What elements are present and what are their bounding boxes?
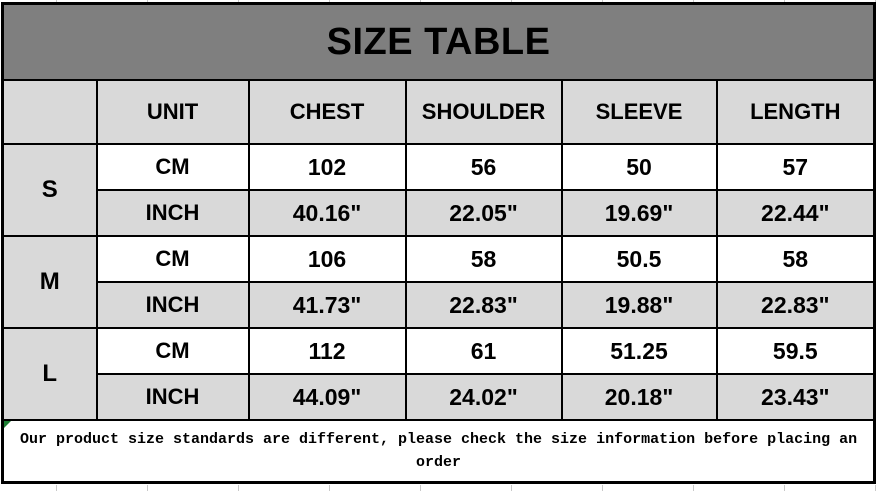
value-cell: 50 [560,143,718,191]
table-row-l-cm: L CM 112 61 51.25 59.5 [1,327,876,421]
table-row-s-cm: S CM 102 56 50 57 [1,143,876,237]
value-cell: 19.69" [560,189,718,237]
value-cell: 20.18" [560,373,718,421]
value-cell: 58 [404,235,563,283]
unit-cell: CM [95,327,250,375]
page-title: SIZE TABLE [1,2,876,81]
value-cell: 44.09" [247,373,407,421]
value-cell: 23.43" [715,373,876,421]
unit-cell: CM [95,143,250,191]
spreadsheet-gridline-stubs-top [0,0,878,2]
table-row-s-inch: INCH 40.16" 22.05" 19.69" 22.44" [3,189,876,237]
value-cell: 22.05" [404,189,563,237]
value-cell: 22.83" [404,281,563,329]
footer-note-text: Our product size standards are different… [19,430,858,471]
value-cell: 40.16" [247,189,407,237]
footer-note-row: Our product size standards are different… [1,419,876,484]
unit-cell: INCH [95,189,250,237]
column-header-shoulder: SHOULDER [404,79,563,145]
table-row-m-inch: INCH 41.73" 22.83" 19.88" 22.83" [3,281,876,329]
value-cell: 51.25 [560,327,718,375]
size-label-m: M [1,235,98,329]
value-cell: 24.02" [404,373,563,421]
column-header-chest: CHEST [247,79,407,145]
table-row-m-cm: M CM 106 58 50.5 58 [1,235,876,329]
footer-note-cell: Our product size standards are different… [1,419,876,484]
value-cell: 56 [404,143,563,191]
size-label-l: L [1,327,98,421]
value-cell: 22.44" [715,189,876,237]
spreadsheet-gridline-stubs-bottom [0,485,878,491]
value-cell: 112 [247,327,407,375]
value-cell: 59.5 [715,327,876,375]
table-row-l-inch: INCH 44.09" 24.02" 20.18" 23.43" [3,373,876,421]
size-label-s: S [1,143,98,237]
value-cell: 41.73" [247,281,407,329]
value-cell: 57 [715,143,876,191]
header-row: UNIT CHEST SHOULDER SLEEVE LENGTH [1,79,876,145]
value-cell: 102 [247,143,407,191]
value-cell: 19.88" [560,281,718,329]
unit-cell: CM [95,235,250,283]
column-header-unit: UNIT [95,79,250,145]
column-header-length: LENGTH [715,79,876,145]
unit-cell: INCH [95,373,250,421]
value-cell: 106 [247,235,407,283]
value-cell: 50.5 [560,235,718,283]
value-cell: 58 [715,235,876,283]
title-row: SIZE TABLE [1,2,876,81]
value-cell: 61 [404,327,563,375]
cell-flag-marker-icon [4,421,11,428]
diagonal-corner-cell [1,79,98,145]
size-table: SIZE TABLE UNIT CHEST SHOULDER SLEEVE LE… [1,2,877,484]
unit-cell: INCH [95,281,250,329]
column-header-sleeve: SLEEVE [560,79,718,145]
value-cell: 22.83" [715,281,876,329]
